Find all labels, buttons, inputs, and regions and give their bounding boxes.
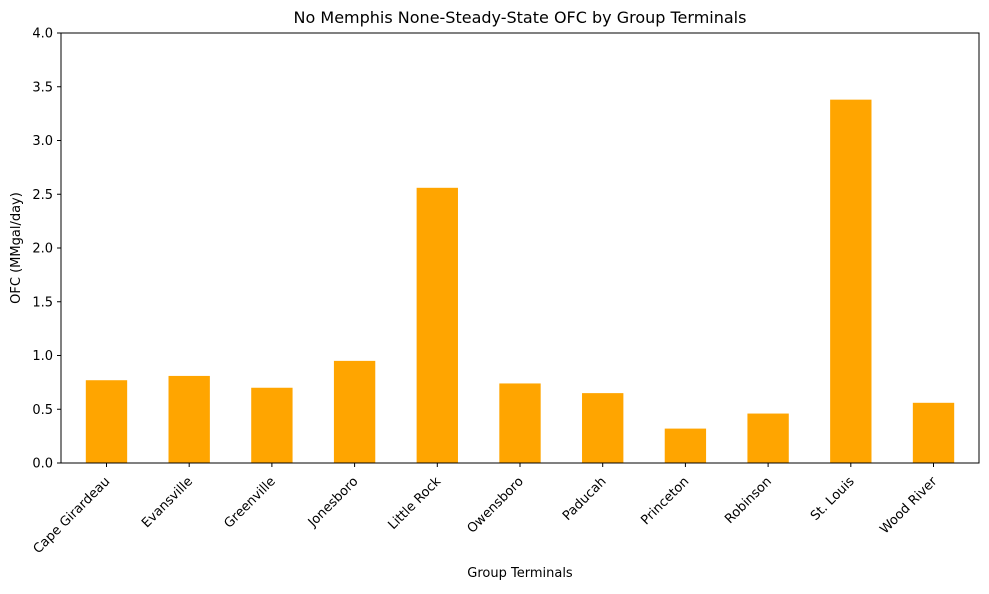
x-tick-label: Robinson <box>722 474 775 527</box>
bar-st-louis <box>830 99 872 464</box>
y-tick-label: 3.5 <box>32 80 53 95</box>
y-axis: 0.0 0.5 1.0 1.5 2.0 2.5 3.0 3.5 4.0 <box>32 27 61 472</box>
bar-little-rock <box>416 187 458 464</box>
x-tick-label: Greenville <box>222 474 279 531</box>
y-tick-label: 2.0 <box>32 242 53 257</box>
x-axis-label: Group Terminals <box>467 566 573 581</box>
x-tick-label: St. Louis <box>808 474 858 524</box>
x-axis: Cape Girardeau Evansville Greenville Jonesb… <box>31 463 941 557</box>
bar-greenville <box>251 387 293 463</box>
bar-cape-girardeau <box>85 380 128 463</box>
bar-evansville <box>168 375 210 463</box>
bar-robinson <box>747 413 789 463</box>
y-tick-label: 1.5 <box>32 295 53 310</box>
x-tick-label: Evansville <box>139 474 196 531</box>
bar-wood-river <box>912 402 955 463</box>
x-tick-label: Princeton <box>638 474 692 528</box>
plot-frame <box>60 32 980 464</box>
bar-princeton <box>664 428 707 463</box>
x-tick-label: Wood River <box>877 474 940 537</box>
x-tick-label: Cape Girardeau <box>31 474 114 557</box>
y-tick-label: 2.5 <box>32 188 53 203</box>
bar-paducah <box>582 393 624 463</box>
x-tick-label: Owensboro <box>465 474 527 536</box>
y-axis-label: OFC (MMgal/day) <box>9 192 24 304</box>
y-tick-label: 1.0 <box>32 349 53 364</box>
chart-title: No Memphis None-Steady-State OFC by Grou… <box>294 8 747 27</box>
y-tick-label: 0.0 <box>32 457 53 472</box>
y-tick-label: 3.0 <box>32 134 53 149</box>
x-tick-label: Paducah <box>560 474 610 524</box>
bar-owensboro <box>499 383 541 463</box>
x-tick-label: Jonesboro <box>305 474 362 531</box>
x-tick-label: Little Rock <box>386 474 445 533</box>
bar-jonesboro <box>333 360 376 463</box>
y-tick-label: 4.0 <box>32 27 53 42</box>
bars-layer <box>85 99 955 464</box>
y-tick-label: 0.5 <box>32 403 53 418</box>
